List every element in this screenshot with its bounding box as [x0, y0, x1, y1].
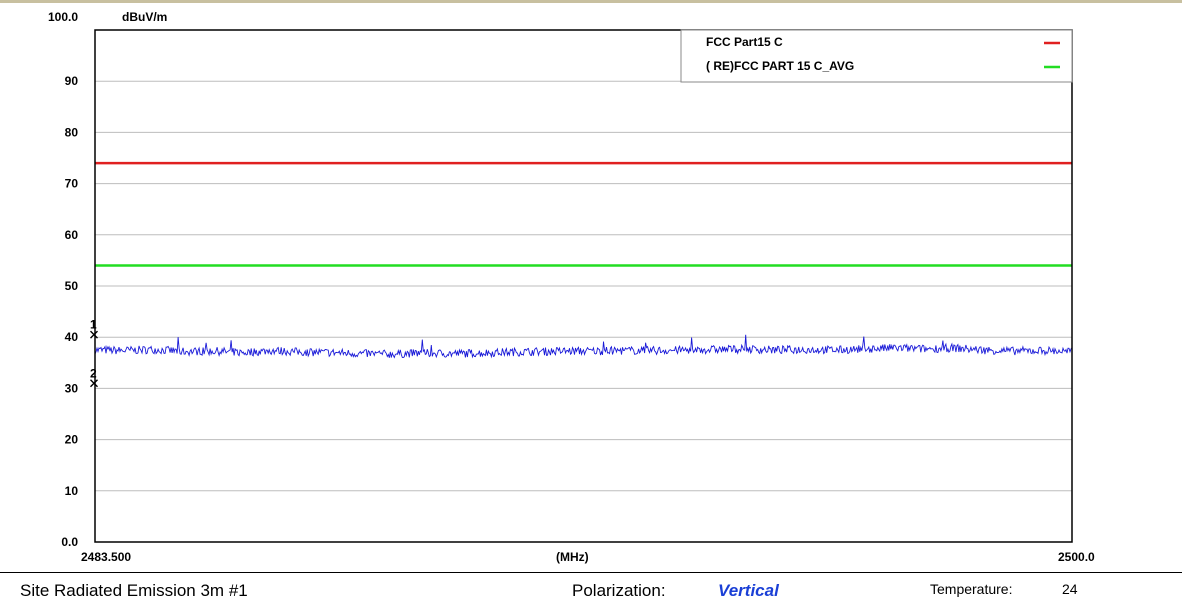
limit-lines	[95, 161, 1072, 267]
site-label: Site Radiated Emission 3m #1	[20, 581, 248, 600]
markers: 12	[90, 318, 98, 388]
polarization-value: Vertical	[718, 581, 779, 600]
y-tick-label: 80	[65, 125, 79, 139]
legend-label-2: ( RE)FCC PART 15 C_AVG	[706, 59, 854, 73]
y-tick-label: 30	[65, 381, 79, 395]
y-tick-label: 90	[65, 74, 79, 88]
y-tick-label: 20	[65, 433, 79, 447]
y-unit-label: dBuV/m	[122, 10, 167, 24]
top-rule	[0, 0, 1182, 3]
y-tick-label: 50	[65, 279, 79, 293]
x-unit-label: (MHz)	[556, 550, 589, 564]
temperature-label: Temperature:	[930, 581, 1013, 597]
polarization-label: Polarization:	[572, 581, 666, 600]
legend-box	[680, 29, 1073, 83]
marker-2	[90, 379, 98, 388]
temperature-value: 24	[1062, 581, 1078, 597]
y-tick-label: 60	[65, 228, 79, 242]
y-tick-label: 70	[65, 177, 79, 191]
footer: Site Radiated Emission 3m #1 Polarizatio…	[0, 572, 1182, 601]
x-tick-labels: 2483.500 2500.0	[81, 550, 1095, 564]
series-trace	[94, 334, 1073, 359]
y-tick-label: 10	[65, 484, 79, 498]
marker-1	[90, 330, 98, 339]
marker-label-1: 1	[90, 318, 97, 332]
marker-label-2: 2	[90, 366, 97, 380]
grid-lines	[95, 80, 1072, 492]
x-tick-label: 2483.500	[81, 550, 131, 564]
y-tick-label: 100.0	[48, 10, 78, 24]
x-tick-label: 2500.0	[1058, 550, 1095, 564]
plot-frame	[94, 29, 1073, 543]
series-layer	[94, 334, 1073, 359]
legend: FCC Part15 C ( RE)FCC PART 15 C_AVG	[680, 29, 1073, 83]
y-tick-label: 0.0	[61, 535, 78, 549]
legend-label-1: FCC Part15 C	[706, 35, 783, 49]
y-tick-label: 40	[65, 330, 79, 344]
